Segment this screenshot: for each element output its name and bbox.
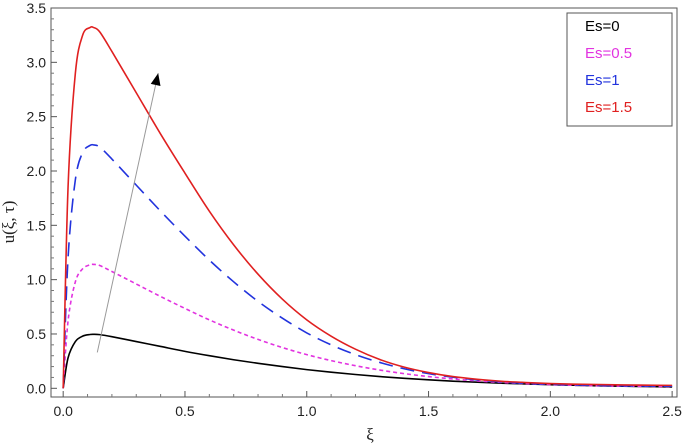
plot-frame <box>50 7 678 398</box>
y-tick-label: 1.0 <box>27 272 47 288</box>
arrow-head <box>150 73 161 86</box>
x-tick-label: 0.5 <box>175 403 195 419</box>
legend-entry: Es=1.5 <box>585 99 632 116</box>
y-tick-label: 2.0 <box>27 163 47 179</box>
x-axis-label: ξ <box>366 425 374 444</box>
legend-entry: Es=0.5 <box>585 45 632 62</box>
y-tick-label: 0.5 <box>27 326 47 342</box>
series-line-es-1-5 <box>62 26 673 389</box>
x-tick-label: 0.0 <box>53 403 73 419</box>
y-tick-label: 3.5 <box>27 0 47 16</box>
legend-entry: Es=0 <box>585 18 620 35</box>
series-line-es-1 <box>62 143 673 389</box>
y-tick-label: 2.5 <box>27 109 47 125</box>
x-tick-label: 2.5 <box>662 403 682 419</box>
arrow-shaft <box>96 73 159 353</box>
x-ticks: 0.0 0.5 1.0 1.5 2.0 2.5 <box>53 391 682 419</box>
y-axis-label: u(ξ, τ) <box>0 201 18 244</box>
y-tick-label: 3.0 <box>27 54 47 70</box>
legend-entry: Es=1 <box>585 72 620 89</box>
y-tick-label: 1.5 <box>27 217 47 233</box>
series-line-es-0-5 <box>62 263 673 389</box>
x-tick-label: 2.0 <box>541 403 561 419</box>
legend-box <box>566 12 673 127</box>
x-tick-label: 1.5 <box>419 403 439 419</box>
y-tick-label: 0.0 <box>27 380 47 396</box>
y-ticks: 0.0 0.5 1.0 1.5 2.0 2.5 3.0 3.5 <box>27 0 57 396</box>
annotation-arrow <box>96 73 161 353</box>
legend: Es=0 Es=0.5 Es=1 Es=1.5 <box>566 12 673 127</box>
x-tick-label: 1.0 <box>297 403 317 419</box>
series-group <box>62 26 673 389</box>
series-line-es-0 <box>62 333 673 389</box>
